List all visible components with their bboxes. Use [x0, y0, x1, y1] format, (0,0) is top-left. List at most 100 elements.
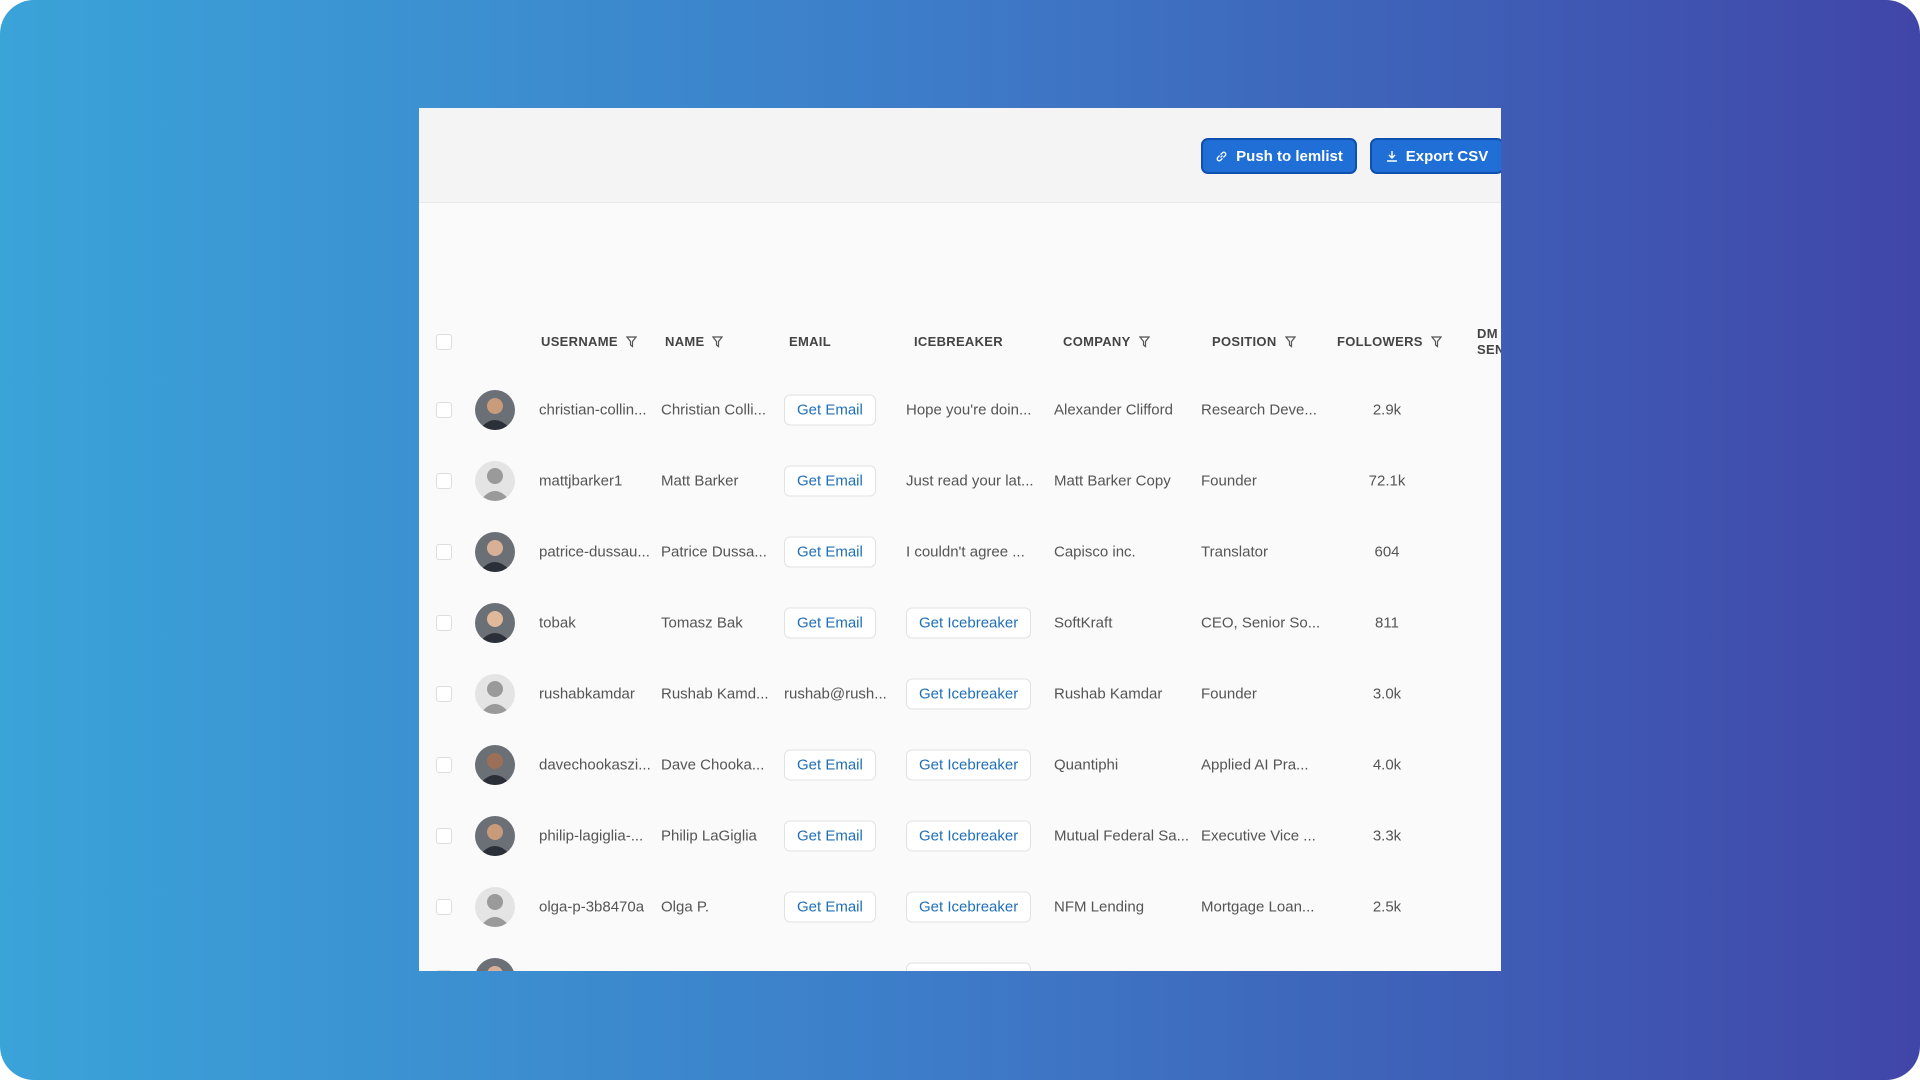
avatar	[475, 745, 515, 785]
avatar	[475, 674, 515, 714]
table-panel: Push to lemlist Export CSV USERNAME NAME E…	[419, 108, 1501, 971]
name: Patrice Dussa...	[661, 543, 767, 561]
username[interactable]: olga-p-3b8470a	[539, 898, 645, 916]
get-icebreaker-button[interactable]: Get Icebreaker	[906, 607, 1032, 639]
export-button[interactable]: Export CSV	[1370, 138, 1501, 174]
followers: 811	[1375, 614, 1399, 632]
followers: 2.9k	[1372, 401, 1402, 419]
row-checkbox[interactable]	[436, 757, 452, 773]
company: Quantiphi	[1054, 756, 1119, 774]
avatar	[475, 532, 515, 572]
username[interactable]: mattjbarker1	[539, 472, 623, 490]
followers: 3.3k	[1372, 827, 1402, 845]
icebreaker: I couldn't agree ...	[906, 543, 1025, 561]
row-checkbox[interactable]	[436, 615, 452, 631]
select-all-checkbox[interactable]	[436, 334, 452, 350]
filter-icon[interactable]	[1138, 335, 1151, 353]
position: Translator	[1201, 543, 1268, 561]
export-button-label: Export CSV	[1405, 147, 1489, 165]
get-email-button[interactable]: Get Email	[784, 607, 876, 639]
username[interactable]: tobak	[539, 614, 576, 632]
company: Matt Barker Copy	[1054, 472, 1171, 490]
username[interactable]: rushabkamdar	[539, 685, 635, 703]
followers: 3.0k	[1372, 685, 1402, 703]
download-icon	[1386, 151, 1397, 162]
position: CAIRP License...	[1201, 970, 1315, 972]
row-checkbox[interactable]	[436, 686, 452, 702]
column-header[interactable]: EMAIL	[789, 334, 831, 349]
company: NFM Lending	[1054, 898, 1145, 916]
name: Rushab Kamd...	[661, 685, 769, 703]
position: Mortgage Loan...	[1201, 898, 1315, 916]
column-header[interactable]: ICEBREAKER	[914, 334, 1003, 349]
username[interactable]: patrice-dussau...	[539, 543, 650, 561]
name: Olga P.	[661, 898, 710, 916]
column-header[interactable]: NAME	[665, 334, 705, 349]
name: Matt Barker	[661, 472, 739, 490]
column-header[interactable]: COMPANY	[1063, 334, 1131, 349]
column-header[interactable]: POSITION	[1212, 334, 1277, 349]
get-icebreaker-button[interactable]: Get Icebreaker	[906, 749, 1032, 781]
column-header[interactable]: DM SENT	[1477, 326, 1501, 357]
username[interactable]: davechookaszi...	[539, 756, 651, 774]
username[interactable]: christian-collin...	[539, 401, 647, 419]
get-email-button[interactable]: Get Email	[784, 820, 876, 852]
position: Founder	[1201, 685, 1257, 703]
get-email-button[interactable]: Get Email	[784, 536, 876, 568]
name: Christian Colli...	[661, 401, 767, 419]
name: Philip LaGiglia	[661, 827, 757, 845]
get-icebreaker-button[interactable]: Get Icebreaker	[906, 891, 1032, 923]
column-header[interactable]: USERNAME	[541, 334, 618, 349]
position: CEO, Senior So...	[1201, 614, 1321, 632]
position: Research Deve...	[1201, 401, 1317, 419]
avatar	[475, 390, 515, 430]
company: A. Farber & Partne...	[1054, 970, 1192, 972]
avatar	[475, 603, 515, 643]
get-email-button[interactable]: Get Email	[784, 749, 876, 781]
push-button[interactable]: Push to lemlist	[1201, 138, 1357, 174]
get-icebreaker-button[interactable]: Get Icebreaker	[906, 820, 1032, 852]
row-checkbox[interactable]	[436, 828, 452, 844]
get-icebreaker-button[interactable]: Get Icebreaker	[906, 678, 1032, 710]
icebreaker: Just read your lat...	[906, 472, 1034, 490]
email: rushab@rush...	[784, 685, 887, 703]
get-email-button[interactable]: Get Email	[784, 465, 876, 497]
column-header[interactable]: FOLLOWERS	[1337, 334, 1423, 349]
link-icon	[1216, 151, 1227, 161]
name: Lloyd Wasser	[661, 970, 751, 972]
avatar	[475, 816, 515, 856]
followers: 543	[1374, 970, 1399, 972]
get-email-button[interactable]: Get Email	[784, 394, 876, 426]
company: Capisco inc.	[1054, 543, 1136, 561]
filter-icon[interactable]	[711, 335, 724, 353]
filter-icon[interactable]	[1284, 335, 1297, 353]
followers: 604	[1374, 543, 1400, 561]
company: Rushab Kamdar	[1054, 685, 1163, 703]
avatar	[475, 461, 515, 501]
row-checkbox[interactable]	[436, 402, 452, 418]
row-checkbox[interactable]	[436, 970, 452, 971]
position: Applied AI Pra...	[1201, 756, 1309, 774]
name: Tomasz Bak	[661, 614, 743, 632]
followers: 72.1k	[1368, 472, 1406, 490]
icebreaker: Hope you're doin...	[906, 401, 1032, 419]
email: lwasser@gm...	[784, 970, 883, 972]
avatar	[475, 958, 515, 971]
followers: 2.5k	[1372, 898, 1402, 916]
position: Founder	[1201, 472, 1257, 490]
push-button-label: Push to lemlist	[1236, 147, 1343, 165]
toolbar: Push to lemlist Export CSV	[419, 108, 1501, 203]
filter-icon[interactable]	[625, 335, 638, 353]
row-checkbox[interactable]	[436, 473, 452, 489]
row-checkbox[interactable]	[436, 544, 452, 560]
get-email-button[interactable]: Get Email	[784, 891, 876, 923]
username[interactable]: philip-lagiglia-...	[539, 827, 644, 845]
filter-icon[interactable]	[1430, 335, 1443, 353]
company: Alexander Clifford	[1054, 401, 1173, 419]
avatar	[475, 887, 515, 927]
username[interactable]: lloydwasser	[539, 970, 617, 972]
position: Executive Vice ...	[1201, 827, 1316, 845]
row-checkbox[interactable]	[436, 899, 452, 915]
company: Mutual Federal Sa...	[1054, 827, 1190, 845]
get-icebreaker-button[interactable]: Get Icebreaker	[906, 962, 1032, 971]
